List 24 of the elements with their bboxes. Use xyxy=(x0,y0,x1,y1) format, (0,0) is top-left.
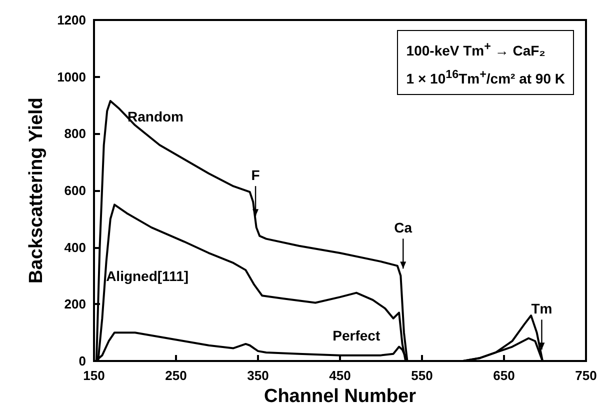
series-label: Random xyxy=(128,108,184,125)
x-tick-label: 750 xyxy=(575,368,597,383)
annotation: 100-keV Tm$^{+}$ → CaF₂ xyxy=(406,39,546,61)
y-tick-label: 1000 xyxy=(57,69,86,84)
y-tick-label: 800 xyxy=(64,126,86,142)
x-tick-label: 650 xyxy=(493,368,515,383)
series-label: Aligned[111] xyxy=(106,268,189,284)
y-tick-label: 600 xyxy=(64,183,86,198)
annotation: Tm xyxy=(531,300,552,317)
annotation: 1 × 10$^{16}$Tm$^{+}$/cm² at 90 K xyxy=(406,66,565,88)
x-tick-label: 250 xyxy=(165,368,187,383)
y-tick-label: 1200 xyxy=(57,12,86,28)
y-tick-label: 200 xyxy=(64,296,86,312)
annotation: Ca xyxy=(394,220,412,236)
x-axis-title: Channel Number xyxy=(264,386,417,407)
x-tick-label: 450 xyxy=(329,368,351,383)
y-tick-label: 400 xyxy=(64,240,86,255)
series-label: Perfect xyxy=(332,327,380,344)
y-tick-label: 0 xyxy=(78,354,86,368)
x-tick-label: 150 xyxy=(83,368,105,383)
x-tick-label: 550 xyxy=(411,368,433,383)
x-tick-label: 350 xyxy=(247,368,269,383)
annotation: F xyxy=(251,167,260,184)
y-axis-title: Backscattering Yield xyxy=(26,98,47,284)
